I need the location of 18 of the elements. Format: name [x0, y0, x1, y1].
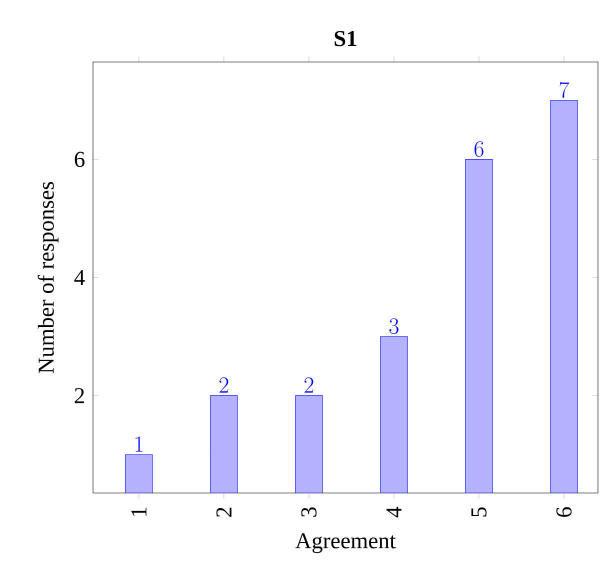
x-tick-label: 6: [556, 507, 572, 517]
data-label: 7: [560, 82, 570, 98]
x-axis-title: Agreement: [295, 533, 396, 554]
y-tick-label: 6: [74, 152, 85, 168]
data-label: 2: [220, 377, 228, 393]
y-axis-title: Number of responses: [38, 182, 58, 374]
data-label: 6: [474, 141, 484, 157]
y-tick-label: 2: [74, 388, 84, 404]
x-tick-label: 2: [216, 508, 232, 517]
x-tick-label: 3: [301, 507, 317, 517]
data-label: 2: [304, 377, 314, 393]
x-tick-label: 5: [471, 507, 487, 517]
data-label: 1: [136, 436, 142, 452]
chart-title: S1: [334, 30, 356, 46]
y-tick-label: 4: [74, 270, 85, 285]
data-label: 3: [389, 318, 398, 334]
x-tick-label: 4: [386, 506, 402, 518]
x-tick-label: 1: [131, 508, 146, 516]
